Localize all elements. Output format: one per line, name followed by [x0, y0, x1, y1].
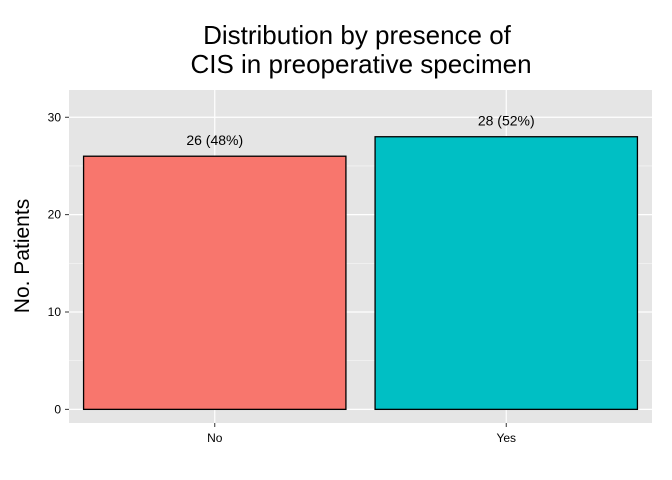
chart-title-line-2: CIS in preoperative specimen	[190, 49, 531, 79]
y-tick-label: 10	[48, 305, 62, 319]
y-tick-label: 0	[54, 402, 61, 416]
y-axis-label: No. Patients	[11, 199, 34, 313]
x-tick-label: No	[207, 431, 223, 445]
data-label: 28 (52%)	[478, 113, 535, 129]
bar-no	[82, 155, 347, 411]
data-label: 26 (48%)	[186, 132, 243, 148]
bars	[82, 136, 639, 411]
y-tick-label: 30	[48, 110, 62, 124]
chart-title-line-1: Distribution by presence of	[203, 20, 512, 50]
y-tick-label: 20	[48, 208, 62, 222]
y-axis: 0 10 20 30	[48, 110, 69, 416]
data-labels: 26 (48%) 28 (52%)	[186, 113, 534, 148]
x-tick-label: Yes	[496, 431, 516, 445]
x-axis: No Yes	[207, 423, 516, 445]
bar-yes	[374, 136, 639, 411]
